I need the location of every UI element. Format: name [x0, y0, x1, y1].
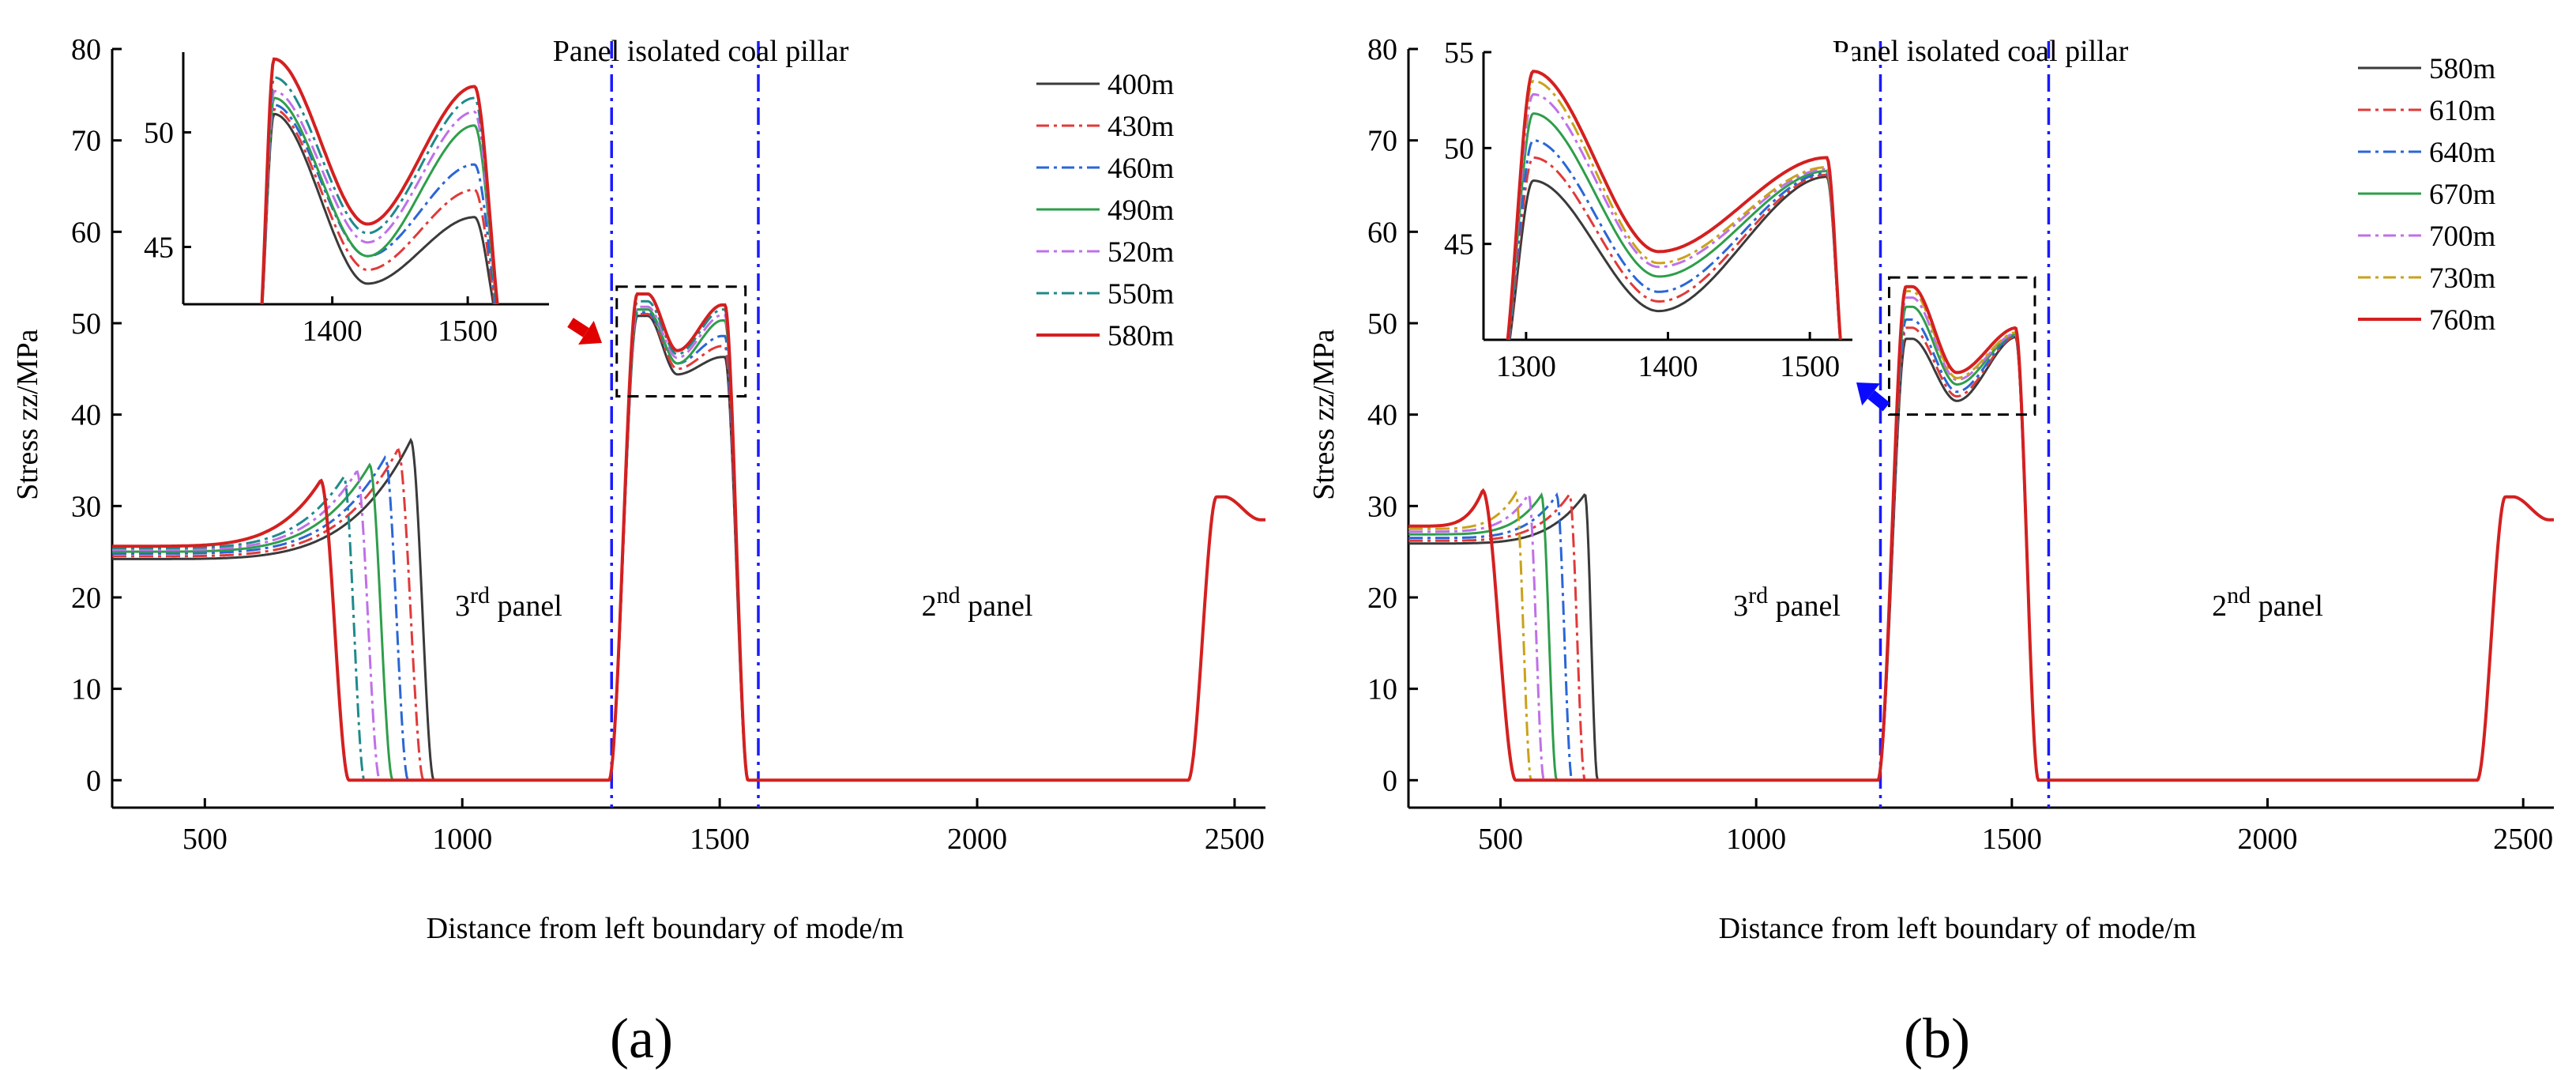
y-tick-label: 10 [71, 673, 101, 706]
inset-series-line-640m [1507, 139, 1842, 340]
pillar-annotation: Panel isolated coal pillar [553, 35, 849, 68]
x-axis-title: Distance from left boundary of mode/m [1719, 912, 2197, 945]
inset-y-tick-label: 45 [1444, 228, 1474, 262]
inset-series-line-670m [1506, 112, 1842, 340]
inset-series-line-490m [261, 96, 498, 304]
x-tick-label: 2000 [2238, 823, 2298, 856]
inset-series-line-430m [261, 107, 496, 304]
legend-label: 400m [1107, 69, 1175, 101]
panel-label: 2nd panel [922, 582, 1033, 623]
panel-caption: (b) [1904, 1007, 1970, 1070]
pillar-annotation: Panel isolated coal pillar [1833, 35, 2129, 68]
x-tick-label: 500 [1478, 823, 1523, 856]
series-line-580m [112, 292, 1265, 782]
legend-label: 490m [1107, 194, 1175, 227]
legend-label: 670m [2429, 179, 2496, 211]
inset-x-tick-label: 1300 [1496, 350, 1556, 383]
y-tick-label: 70 [1367, 125, 1397, 158]
legend-label: 550m [1107, 278, 1175, 311]
y-tick-label: 50 [71, 307, 101, 341]
x-tick-label: 1500 [1982, 823, 2042, 856]
inset-x-tick-label: 1400 [1638, 350, 1698, 383]
legend-label: 430m [1107, 111, 1175, 143]
y-tick-label: 20 [1367, 582, 1397, 615]
y-axis-title: Stress zz/MPa [1307, 329, 1341, 500]
series-line-610m [1408, 326, 2554, 782]
inset: 45 50 1400 1500 [144, 52, 549, 348]
y-tick-label: 30 [71, 490, 101, 523]
y-axis-title: Stress zz/MPa [11, 329, 44, 500]
inset-series-line-760m [1506, 70, 1842, 340]
inset-series-line-400m [261, 112, 495, 304]
panel-label: 3rd panel [455, 582, 562, 623]
inset-series-line-580m [260, 57, 499, 304]
chart-b: 0 10 20 30 40 50 60 70 80 500 1000 1500 2000 2500 Dist… [1307, 33, 2554, 1070]
x-tick-label: 1000 [432, 823, 492, 856]
y-tick-label: 80 [1367, 33, 1397, 66]
series-line-430m [112, 312, 1265, 782]
panel-label: 2nd panel [2212, 582, 2323, 623]
zoom-arrow-head [1856, 382, 1880, 406]
legend-label: 760m [2429, 304, 2496, 337]
series-line-760m [1408, 284, 2554, 782]
inset-y-tick-label: 45 [144, 232, 174, 265]
x-tick-label: 1500 [690, 823, 750, 856]
inset-y-tick-label: 50 [144, 117, 174, 150]
y-tick-label: 0 [86, 764, 101, 797]
y-tick-label: 60 [1367, 216, 1397, 249]
legend-label: 700m [2429, 220, 2496, 253]
y-tick-label: 0 [1382, 764, 1397, 797]
legend-label: 730m [2429, 262, 2496, 295]
y-tick-label: 20 [71, 582, 101, 615]
inset-y-tick-label: 50 [1444, 132, 1474, 165]
series-line-640m [1408, 318, 2554, 782]
y-tick-label: 60 [71, 216, 101, 249]
x-tick-label: 2000 [947, 823, 1007, 856]
zoom-arrow-head [578, 320, 602, 345]
legend-label: 610m [2429, 95, 2496, 127]
zoom-box [1887, 276, 2036, 416]
chart-a: 0 10 20 30 40 50 60 70 80 500 1000 1500 2000 2500 Dist… [11, 33, 1265, 1070]
y-tick-label: 50 [1367, 307, 1397, 341]
y-tick-label: 40 [71, 399, 101, 432]
x-tick-label: 1000 [1726, 823, 1786, 856]
x-tick-label: 2500 [2493, 823, 2553, 856]
inset-series-line-610m [1507, 156, 1842, 340]
inset: 45 50 55 1300 1400 1500 [1444, 36, 1852, 383]
inset-series-line-580m [1508, 175, 1842, 340]
legend-label: 640m [2429, 137, 2496, 169]
x-axis-title: Distance from left boundary of mode/m [427, 912, 904, 945]
inset-series-line-700m [1506, 92, 1842, 340]
panel-caption: (a) [610, 1007, 673, 1070]
zoom-arrow [1867, 390, 1890, 412]
y-tick-label: 10 [1367, 673, 1397, 706]
inset-x-tick-label: 1400 [303, 315, 363, 348]
inset-y-tick-label: 55 [1444, 36, 1474, 70]
legend-label: 520m [1107, 236, 1175, 269]
x-tick-label: 500 [182, 823, 228, 856]
zoom-box [615, 285, 747, 398]
y-tick-label: 70 [71, 125, 101, 158]
inset-series-line-730m [1506, 79, 1842, 340]
legend-label: 580m [2429, 53, 2496, 85]
y-tick-label: 30 [1367, 490, 1397, 523]
inset-x-tick-label: 1500 [1780, 350, 1840, 383]
y-tick-label: 80 [71, 33, 101, 66]
panel-label: 3rd panel [1733, 582, 1841, 623]
legend-label: 580m [1107, 320, 1175, 352]
inset-x-tick-label: 1500 [438, 315, 498, 348]
y-tick-label: 40 [1367, 399, 1397, 432]
zoom-arrow [567, 318, 589, 337]
x-tick-label: 2500 [1205, 823, 1265, 856]
series-line-460m [112, 311, 1265, 782]
legend-label: 460m [1107, 153, 1175, 185]
